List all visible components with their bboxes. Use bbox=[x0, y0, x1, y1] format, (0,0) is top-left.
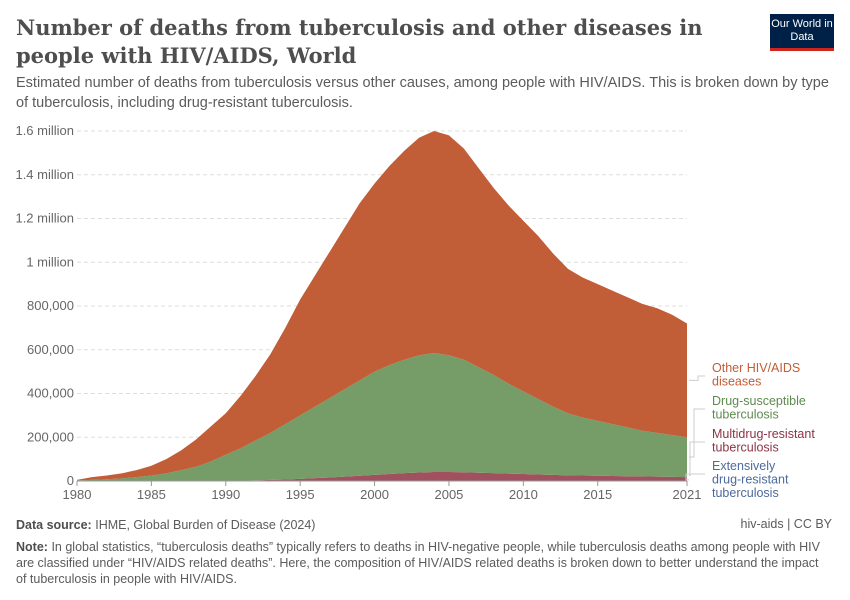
legend-label[interactable]: Other HIV/AIDS bbox=[712, 361, 800, 375]
legend-label[interactable]: Multidrug-resistant bbox=[712, 427, 815, 441]
x-tick-label: 2010 bbox=[509, 487, 538, 502]
y-tick-label: 1.2 million bbox=[15, 211, 74, 226]
x-tick-label: 2021 bbox=[673, 487, 702, 502]
y-tick-label: 400,000 bbox=[27, 386, 74, 401]
y-tick-label: 1.6 million bbox=[15, 123, 74, 138]
x-tick-label: 1980 bbox=[63, 487, 92, 502]
legend-label[interactable]: diseases bbox=[712, 375, 761, 389]
area-series-1[interactable] bbox=[77, 472, 687, 481]
legend-connector bbox=[685, 473, 705, 481]
x-tick-label: 2000 bbox=[360, 487, 389, 502]
x-tick-label: 2005 bbox=[434, 487, 463, 502]
note-text: In global statistics, “tuberculosis deat… bbox=[16, 540, 820, 586]
license[interactable]: hiv-aids | CC BY bbox=[740, 517, 832, 531]
legend-label[interactable]: tuberculosis bbox=[712, 486, 779, 500]
legend-label[interactable]: Drug-susceptible bbox=[712, 394, 806, 408]
legend-connector bbox=[689, 408, 705, 458]
legend-connector bbox=[689, 441, 705, 477]
legend-label[interactable]: tuberculosis bbox=[712, 441, 779, 455]
chart-subtitle: Estimated number of deaths from tubercul… bbox=[16, 75, 829, 111]
x-tick-label: 1985 bbox=[137, 487, 166, 502]
note-label: Note: bbox=[16, 540, 48, 554]
area-series-2[interactable] bbox=[77, 353, 687, 481]
legend-label[interactable]: Extensively bbox=[712, 459, 776, 473]
chart-title: Number of deaths from tuberculosis and o… bbox=[16, 15, 703, 68]
y-tick-label: 0 bbox=[67, 473, 74, 488]
owid-logo[interactable]: Our World in Data bbox=[770, 14, 834, 51]
y-tick-label: 600,000 bbox=[27, 342, 74, 357]
area-series-3[interactable] bbox=[77, 131, 687, 481]
source-text[interactable]: IHME, Global Burden of Disease (2024) bbox=[95, 518, 316, 532]
y-tick-label: 200,000 bbox=[27, 429, 74, 444]
legend-label[interactable]: drug-resistant bbox=[712, 473, 789, 487]
legend-connector bbox=[689, 375, 705, 381]
x-tick-label: 1990 bbox=[211, 487, 240, 502]
legend-label[interactable]: tuberculosis bbox=[712, 408, 779, 422]
source-label: Data source: bbox=[16, 518, 92, 532]
x-tick-label: 2015 bbox=[583, 487, 612, 502]
y-tick-label: 1.4 million bbox=[15, 167, 74, 182]
y-tick-label: 1 million bbox=[26, 254, 74, 269]
y-tick-label: 800,000 bbox=[27, 298, 74, 313]
note: Note: In global statistics, “tuberculosi… bbox=[16, 539, 831, 587]
data-source: Data source: IHME, Global Burden of Dise… bbox=[16, 517, 315, 533]
x-tick-label: 1995 bbox=[286, 487, 315, 502]
